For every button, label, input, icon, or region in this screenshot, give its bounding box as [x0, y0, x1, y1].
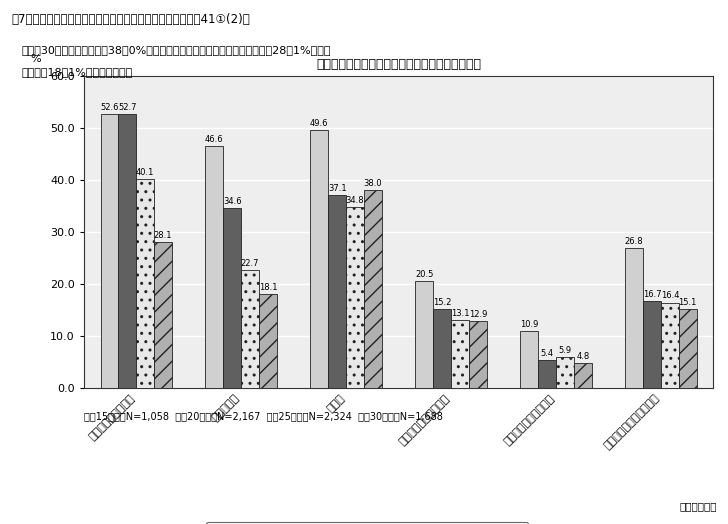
Text: 15.1: 15.1 — [678, 298, 697, 307]
Text: 40.1: 40.1 — [136, 168, 154, 177]
Text: 52.6: 52.6 — [100, 103, 119, 112]
Text: （7）居住者間のマナーをめぐるトラブルの具体的内容［管41①(2)］: （7）居住者間のマナーをめぐるトラブルの具体的内容［管41①(2)］ — [11, 13, 250, 26]
Bar — [346, 207, 364, 388]
Text: 5.9: 5.9 — [558, 346, 571, 355]
Bar — [643, 301, 661, 388]
Text: 16.4: 16.4 — [660, 291, 679, 300]
Bar — [364, 190, 381, 388]
Bar — [538, 359, 556, 388]
Bar — [661, 302, 678, 388]
Legend: 平成15年度, 平成20年度, 平成25年度, 平成30年度: 平成15年度, 平成20年度, 平成25年度, 平成30年度 — [206, 522, 529, 524]
Bar — [556, 357, 574, 388]
Text: 平成30年度は、生活音が38．0%と最も多く、次いで違法駐車・違法駐輪が28．1%、ペッ: 平成30年度は、生活音が38．0%と最も多く、次いで違法駐車・違法駐輪が28．1… — [22, 45, 331, 54]
Text: （重複回答）: （重複回答） — [679, 501, 717, 511]
Bar — [119, 114, 136, 388]
Text: 10.9: 10.9 — [520, 320, 539, 329]
Bar — [310, 130, 328, 388]
Bar — [433, 309, 451, 388]
Text: 52.7: 52.7 — [118, 103, 137, 112]
Text: 20.5: 20.5 — [415, 270, 433, 279]
Bar — [205, 146, 223, 388]
Text: 16.7: 16.7 — [643, 290, 661, 299]
Bar — [223, 208, 241, 388]
Text: 13.1: 13.1 — [451, 309, 470, 318]
Bar — [154, 242, 172, 388]
Text: 4.8: 4.8 — [576, 352, 590, 361]
Bar — [574, 363, 592, 388]
Text: 5.4: 5.4 — [540, 348, 554, 357]
Bar — [136, 179, 154, 388]
Text: %: % — [30, 53, 41, 63]
Text: 34.8: 34.8 — [346, 196, 364, 205]
Text: 22.7: 22.7 — [241, 259, 259, 268]
Text: 28.1: 28.1 — [154, 231, 173, 239]
Bar — [521, 331, 538, 388]
Bar — [100, 114, 119, 388]
Bar — [416, 281, 433, 388]
Text: 37.1: 37.1 — [328, 184, 347, 193]
Text: 34.6: 34.6 — [223, 197, 242, 206]
Title: 居住者間のマナーをめぐるトラブルの具体的内容: 居住者間のマナーをめぐるトラブルの具体的内容 — [316, 58, 481, 71]
Bar — [451, 320, 469, 388]
Bar — [241, 270, 259, 388]
Text: ト飼育が18．1%となっている。: ト飼育が18．1%となっている。 — [22, 67, 133, 77]
Text: 15.2: 15.2 — [433, 298, 451, 307]
Text: 46.6: 46.6 — [205, 135, 223, 144]
Text: 38.0: 38.0 — [363, 179, 382, 188]
Text: 平成15年度：N=1,058  平成20年度：N=2,167  平成25年度：N=2,324  平成30年度：N=1,688: 平成15年度：N=1,058 平成20年度：N=2,167 平成25年度：N=2… — [84, 411, 443, 421]
Text: 49.6: 49.6 — [310, 119, 328, 128]
Bar — [328, 195, 346, 388]
Bar — [678, 309, 697, 388]
Bar — [259, 294, 277, 388]
Bar — [469, 321, 487, 388]
Bar — [625, 248, 643, 388]
Text: 18.1: 18.1 — [258, 282, 277, 292]
Text: 12.9: 12.9 — [469, 310, 487, 319]
Text: 26.8: 26.8 — [625, 237, 644, 246]
